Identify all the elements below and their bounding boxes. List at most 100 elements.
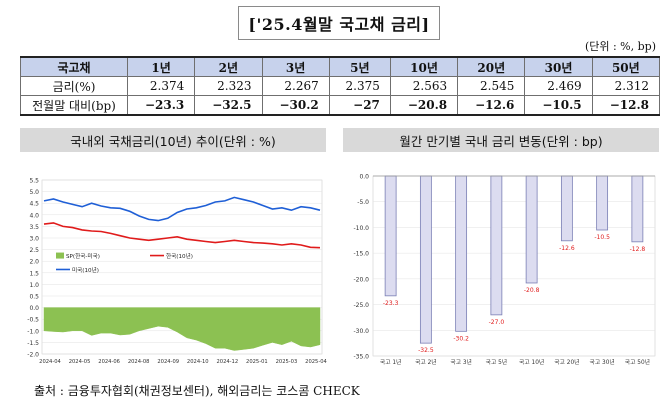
y-tick-label: 3.5 [29,224,39,231]
x-tick-label: 2025-01 [246,359,268,365]
rates-table: 국고채 1년 2년 3년 5년 10년 20년 30년 50년 금리(%) 2.… [20,56,661,116]
bar [596,175,609,231]
x-tick-label: 국고 30년 [590,358,615,366]
y-tick-label: 2.5 [29,247,39,254]
x-tick-label: 국고 3년 [450,358,472,366]
legend-label-kr: 한국(10년) [166,252,193,260]
source-note: 출처 : 금융투자협회(채권정보센터), 해외금리는 코스콤 CHECK [34,384,360,398]
table-cell: 2.374 [126,76,196,96]
table-header-cell: 국고채 [20,56,128,77]
bar [631,175,644,243]
table-header-cell: 2년 [194,56,263,77]
x-tick-label: 2024-04 [39,359,61,365]
left-chart-title: 국내외 국채금리(10년) 추이(단위 : %) [20,128,326,152]
data-label: -23.3 [383,300,399,307]
unit-note: (단위 : %, bp) [584,40,656,53]
page-title: ['25.4월말 국고채 금리] [238,6,440,40]
y-tick-label: -25.0 [353,302,369,309]
y-tick-label: 4.0 [29,212,39,219]
table-cell: 2.563 [389,76,459,96]
y-tick-label: -1.0 [27,328,39,335]
table-header-cell: 3년 [261,56,330,77]
table-cell: −30.2 [261,95,330,116]
data-label: -20.8 [524,287,540,294]
y-tick-label: -0.5 [27,317,39,324]
x-tick-label: 국고 5년 [486,358,508,366]
table-header-row: 국고채 1년 2년 3년 5년 10년 20년 30년 50년 [20,56,661,77]
x-tick-label: 국고 2년 [415,358,437,366]
data-label: -12.6 [559,245,575,252]
table-cell: 2.375 [328,76,391,96]
x-tick-label: 2024-08 [128,359,150,365]
table-row: 전월말 대비(bp) −23.3 −32.5 −30.2 −27 −20.8 −… [20,95,661,116]
table-cell: 2.323 [194,76,263,96]
data-label: -12.8 [630,246,646,253]
y-tick-label: 5.0 [29,189,39,196]
table-header-cell: 1년 [126,56,196,77]
table-cell: −27 [328,95,391,116]
legend-swatch-spread [56,252,64,259]
x-tick-label: 2025-03 [276,359,298,365]
x-tick-label: 2025-04 [305,359,327,365]
series-area-spread [43,307,321,351]
series-line-kr [43,222,321,249]
table-row: 금리(%) 2.374 2.323 2.267 2.375 2.563 2.54… [20,76,661,96]
table-cell: 2.312 [591,76,661,96]
x-tick-label: 2024-10 [187,359,209,365]
data-label: -27.0 [489,319,505,326]
table-header-cell: 20년 [457,56,526,77]
table-cell: 2.545 [457,76,526,96]
x-tick-label: 국고 1년 [380,358,402,366]
table-cell: −32.5 [194,95,263,116]
legend-label-us: 미국(10년) [72,266,99,274]
y-tick-label: -1.5 [27,340,39,347]
table-header-cell: 10년 [389,56,459,77]
table-cell: −12.6 [457,95,526,116]
x-tick-label: 국고 20년 [554,358,579,366]
series-line-us [43,196,321,222]
bar [384,175,397,297]
table-cell: −10.5 [524,95,593,116]
y-tick-label: 1.0 [29,282,39,289]
row-label: 금리(%) [20,76,128,96]
plot-area [372,175,656,357]
row-label: 전월말 대비(bp) [20,95,128,116]
bar [419,175,432,344]
data-label: -32.5 [418,347,434,354]
table-cell: −20.8 [389,95,459,116]
data-label: -30.2 [453,335,469,342]
rates-line-chart: 5.5 5.0 4.5 4.0 3.5 3.0 2.5 2.0 1.5 1.0 0.5 0.0 -0.5… [27,178,327,366]
y-tick-label: 0.0 [29,305,39,312]
y-tick-label: -20.0 [353,276,369,283]
table-cell: 2.469 [524,76,593,96]
right-chart-title: 월간 만기별 국내 금리 변동(단위 : bp) [343,128,659,152]
x-tick-label: 국고 10년 [519,358,544,366]
y-tick-label: -2.0 [27,352,39,359]
y-tick-label: 4.5 [29,201,39,208]
data-label: -10.5 [594,234,610,241]
x-tick-label: 국고 50년 [625,358,650,366]
y-tick-label: -5.0 [357,199,369,206]
y-tick-label: 5.5 [29,178,39,185]
x-tick-label: 2024-05 [69,359,91,365]
rate-change-bar-chart: 0.0 -5.0 -10.0 -15.0 -20.0 -25.0 -30.0 -35.0 -23… [353,174,656,366]
x-tick-label: 2024-06 [98,359,120,365]
y-tick-label: -15.0 [353,251,369,258]
bar [560,175,573,242]
bar [525,175,538,284]
y-tick-label: -10.0 [353,225,369,232]
y-tick-label: -35.0 [353,354,369,361]
table-header-cell: 30년 [524,56,593,77]
table-cell: −12.8 [591,95,661,116]
bar [455,175,468,332]
table-header-cell: 5년 [328,56,391,77]
legend-label-spread: SP(한국-미국) [66,252,100,260]
x-tick-label: 2024-09 [157,359,179,365]
y-tick-label: -30.0 [353,328,369,335]
table-cell: 2.267 [261,76,330,96]
table-header-cell: 50년 [591,56,661,77]
y-tick-label: 1.5 [29,270,39,277]
y-tick-label: 0.0 [359,174,369,181]
y-tick-label: 0.5 [29,294,39,301]
y-tick-label: 3.0 [29,236,39,243]
